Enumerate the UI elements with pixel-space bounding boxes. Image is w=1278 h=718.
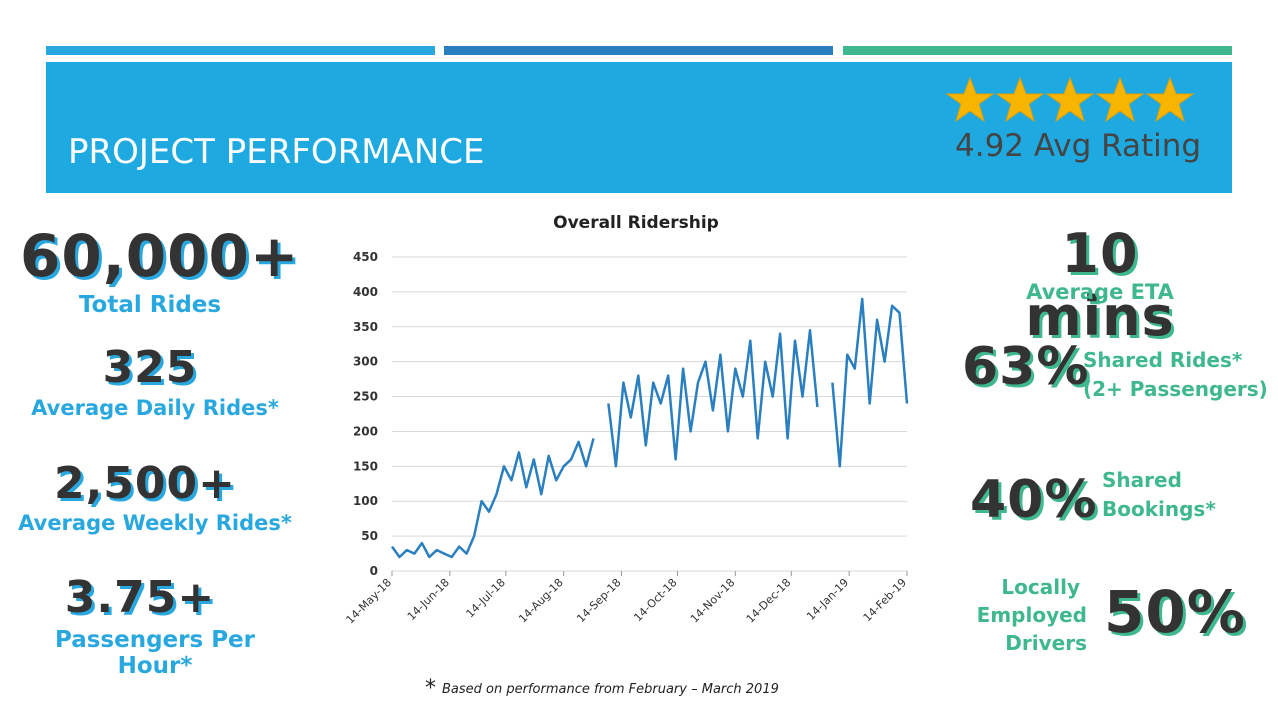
y-tick-label: 100	[353, 494, 378, 508]
stat-label: Shared Rides*	[1083, 348, 1243, 372]
y-tick-label: 400	[353, 285, 378, 299]
y-tick-label: 200	[353, 424, 378, 438]
x-tick-label: 14-Sep-18	[574, 576, 623, 625]
stat-label: Locally	[1001, 575, 1080, 599]
footnote: Based on performance from February – Mar…	[442, 682, 779, 697]
stat-label: Average Weekly Rides*	[18, 511, 292, 535]
bar-decor	[843, 46, 1232, 55]
stat-label: Drivers	[1005, 631, 1087, 655]
stat-label: (2+ Passengers)	[1083, 377, 1268, 401]
header-band	[46, 62, 1232, 193]
stat-value: 10 mins	[1025, 222, 1175, 348]
x-tick-label: 14-Jun-18	[405, 576, 452, 623]
x-tick-label: 14-May-18	[344, 576, 395, 627]
stat-label: Passengers Per Hour*	[54, 627, 255, 679]
y-tick-label: 150	[353, 459, 378, 473]
x-tick-label: 14-Dec-18	[744, 576, 794, 626]
y-tick-label: 350	[353, 320, 378, 334]
x-tick-label: 14-Jul-18	[464, 576, 508, 620]
stars	[945, 76, 1195, 123]
bar-decor	[444, 46, 833, 55]
stat-value: 40%	[970, 470, 1098, 530]
stat-value: 63%	[962, 337, 1090, 397]
x-tick-label: 14-Aug-18	[516, 576, 566, 626]
rating: 4.92 Avg Rating	[955, 128, 1202, 164]
stat-value: 60,000+	[20, 222, 300, 290]
footnote-mark: *	[425, 676, 436, 701]
y-tick-label: 450	[353, 250, 378, 264]
x-tick-label: 14-Jan-19	[804, 576, 851, 623]
chart: Overall Ridership 0 50 100 150 200 250 300 350 4…	[344, 213, 910, 627]
x-tick-label: 14-Nov-18	[688, 576, 738, 626]
y-tick-label: 0	[370, 564, 378, 578]
stat-label: Bookings*	[1102, 497, 1216, 521]
stat-value: 3.75+	[64, 572, 216, 623]
y-tick-label: 250	[353, 390, 378, 404]
x-tick-label: 14-Feb-19	[861, 576, 909, 624]
bar-decor	[46, 46, 435, 55]
line	[390, 297, 909, 559]
stat-value: 325	[102, 342, 198, 393]
y-tick-label: 50	[361, 529, 378, 543]
stat-label: Total Rides	[78, 292, 222, 318]
stat-value: 2,500+	[53, 458, 237, 509]
stat-label: Average Daily Rides*	[31, 396, 279, 420]
chart-title: Overall Ridership	[553, 213, 719, 233]
y-tick-label: 300	[353, 355, 378, 369]
x-tick-label: 14-Oct-18	[631, 576, 679, 624]
header-title: PROJECT PERFORMANCE	[68, 132, 485, 172]
stat-value: 50%	[1104, 578, 1246, 646]
stat-label: Employed	[976, 603, 1087, 627]
stat-label: Average ETA	[1026, 280, 1174, 304]
stat-label: Shared	[1102, 468, 1182, 492]
